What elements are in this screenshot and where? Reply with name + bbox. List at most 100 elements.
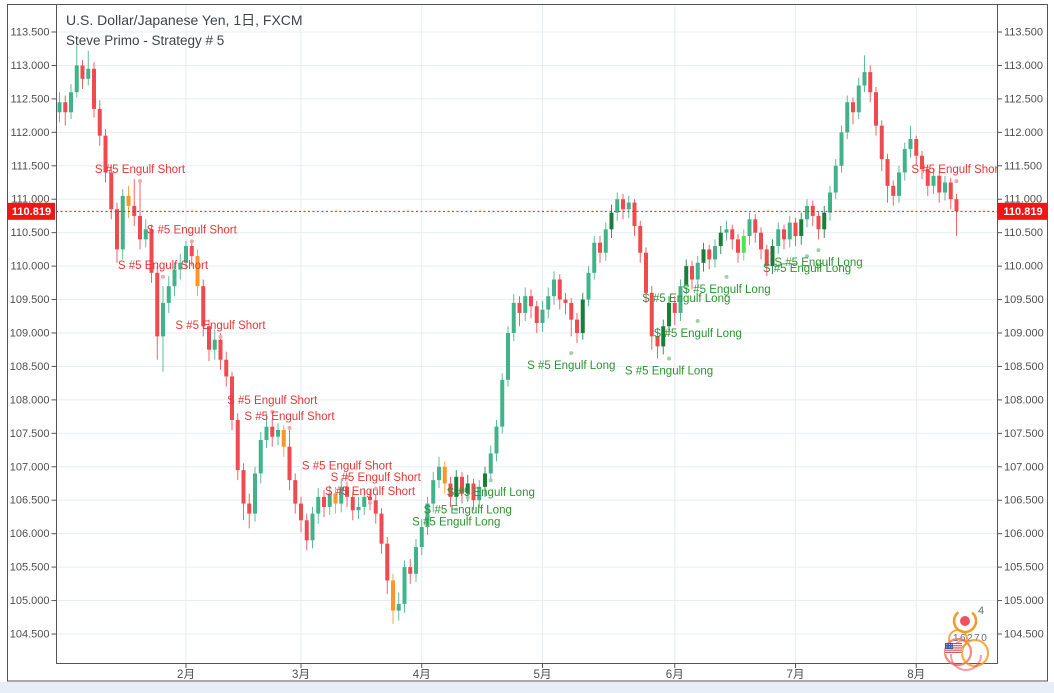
price-label: 111.500 [1004, 160, 1042, 172]
signal-dot [488, 478, 493, 483]
candle [649, 292, 654, 337]
gridlines [56, 5, 997, 663]
candle [224, 359, 229, 377]
candle [264, 426, 269, 441]
candle [793, 222, 798, 237]
candle [97, 108, 102, 136]
signal-label-long: S #5 Engulf Long [774, 257, 862, 269]
candle [770, 246, 775, 267]
candle [764, 249, 769, 267]
candle [155, 272, 160, 337]
price-label: 107.500 [10, 428, 50, 440]
month-label: 2月 [177, 669, 195, 681]
signal-label-short: S #5 Engulf Short [227, 395, 318, 407]
candle [212, 339, 217, 350]
price-label: 104.500 [1004, 628, 1044, 640]
candle [787, 222, 792, 240]
candle [603, 229, 608, 253]
views-count: 16270 [953, 633, 988, 644]
price-tag-value: 110.819 [1003, 206, 1042, 218]
signal-dot [724, 274, 729, 279]
page-bottom-strip [0, 682, 1054, 693]
candle [902, 149, 907, 173]
candle [408, 567, 413, 574]
price-axis-left[interactable]: 113.500 113.000 112.500 112.000 111.500 111.0… [10, 27, 56, 641]
candle [281, 429, 286, 447]
candle [310, 513, 315, 541]
candle [63, 102, 68, 113]
signal-label-short: S #5 Engulf Short [175, 320, 266, 332]
price-label: 105.000 [10, 595, 50, 607]
month-label: 4月 [413, 669, 431, 681]
signal-dot [684, 284, 689, 289]
price-label: 109.000 [1004, 327, 1044, 339]
candle [316, 496, 321, 514]
plot-area[interactable]: S #5 Engulf Short S #5 Engulf Short S #5 E… [56, 45, 1002, 624]
candle [270, 426, 275, 437]
candle [931, 175, 936, 186]
signal-dot [816, 248, 821, 253]
candle [293, 480, 298, 504]
candle [655, 336, 660, 347]
candle [776, 229, 781, 247]
candle [678, 286, 683, 313]
candle [684, 266, 689, 287]
signal-label-long: S #5 Engulf Long [625, 365, 713, 377]
candle [741, 236, 746, 253]
candle [621, 199, 625, 210]
candle [908, 139, 913, 150]
candle [345, 486, 349, 497]
signal-label-short: S #5 Engulf Short [147, 224, 238, 236]
candle [828, 192, 832, 213]
price-label: 107.000 [10, 461, 50, 473]
candle [448, 483, 453, 497]
candle [517, 302, 522, 313]
signal-dot [368, 500, 372, 505]
signal-dot [954, 179, 959, 184]
price-label: 108.500 [10, 361, 50, 373]
price-label: 105.500 [10, 562, 50, 574]
price-axis-right[interactable]: 113.500 113.000 112.500 112.000 111.500 111.0… [997, 27, 1044, 641]
candle [143, 229, 148, 240]
candle [937, 175, 942, 193]
signal-dot [454, 507, 459, 512]
signal-dot [138, 179, 142, 184]
candle [920, 155, 924, 170]
candle [845, 102, 850, 133]
candle [207, 326, 211, 350]
signal-dot [465, 495, 470, 500]
price-label: 107.500 [1004, 428, 1044, 440]
price-label: 112.500 [1004, 93, 1043, 105]
candle [368, 496, 372, 501]
month-label: 7月 [787, 669, 805, 681]
signal-dot [373, 486, 378, 491]
signal-dot [345, 475, 349, 480]
month-label: 8月 [907, 669, 925, 681]
signal-label-short: S #5 Engulf Short [325, 486, 416, 498]
candle [235, 419, 240, 471]
signal-label-short: S #5 Engulf Short [302, 460, 393, 472]
price-label: 106.000 [10, 528, 50, 540]
signal-label-long: S #5 Engulf Long [424, 505, 512, 517]
candle [304, 520, 309, 541]
price-label: 108.000 [10, 394, 50, 406]
month-label: 3月 [292, 669, 310, 681]
price-label: 110.500 [11, 227, 50, 239]
candle [822, 212, 827, 230]
price-label: 109.500 [10, 294, 50, 306]
candle [580, 299, 585, 333]
candle [339, 486, 344, 504]
candle [385, 543, 390, 581]
price-label: 109.500 [1004, 294, 1044, 306]
price-tag-right: 110.819 [998, 202, 1048, 220]
signal-label-short: S #5 Engulf Short [911, 164, 1002, 176]
flag-ring-icon [950, 639, 982, 671]
price-label: 107.000 [1004, 461, 1044, 473]
price-label: 112.000 [11, 127, 50, 139]
price-label: 106.000 [1004, 528, 1044, 540]
candle [638, 225, 643, 253]
candle [885, 159, 890, 186]
time-axis[interactable]: 2月 3月 4月 5月 6月 7月 8月 [177, 664, 925, 681]
